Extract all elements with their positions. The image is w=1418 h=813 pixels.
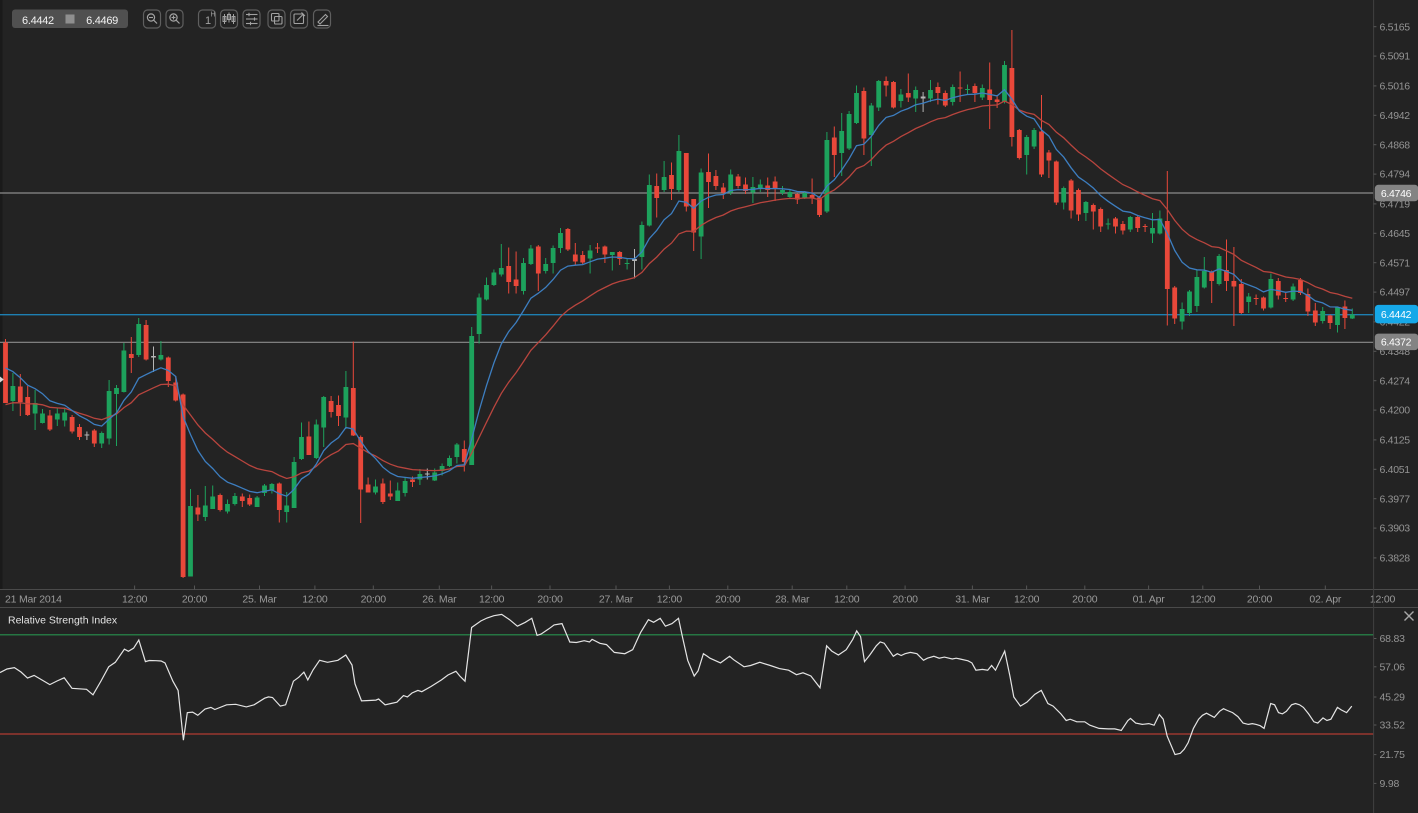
svg-text:12:00: 12:00 (1190, 594, 1216, 606)
svg-text:6.4469: 6.4469 (86, 15, 118, 27)
svg-text:45.29: 45.29 (1380, 692, 1406, 704)
svg-text:6.4442: 6.4442 (22, 15, 54, 27)
svg-text:6.4868: 6.4868 (1380, 139, 1411, 151)
svg-text:20:00: 20:00 (1247, 594, 1273, 606)
svg-text:6.4645: 6.4645 (1380, 228, 1411, 240)
svg-text:21.75: 21.75 (1380, 749, 1406, 761)
svg-text:6.5016: 6.5016 (1380, 81, 1411, 93)
svg-text:28. Mar: 28. Mar (775, 594, 810, 606)
svg-text:6.4442: 6.4442 (1381, 309, 1412, 321)
svg-text:1: 1 (205, 15, 211, 27)
svg-text:12:00: 12:00 (657, 594, 683, 606)
svg-text:6.4794: 6.4794 (1380, 169, 1411, 181)
svg-text:6.4746: 6.4746 (1381, 188, 1412, 200)
svg-text:6.4497: 6.4497 (1380, 287, 1411, 299)
svg-text:20:00: 20:00 (715, 594, 741, 606)
svg-text:20:00: 20:00 (361, 594, 387, 606)
svg-text:6.4051: 6.4051 (1380, 464, 1411, 476)
svg-text:25. Mar: 25. Mar (242, 594, 277, 606)
svg-text:12:00: 12:00 (479, 594, 505, 606)
svg-text:6.4571: 6.4571 (1380, 257, 1411, 269)
svg-text:6.4942: 6.4942 (1380, 110, 1411, 122)
svg-text:6.4372: 6.4372 (1381, 337, 1412, 349)
svg-text:6.3977: 6.3977 (1380, 493, 1411, 505)
svg-text:31. Mar: 31. Mar (955, 594, 990, 606)
svg-text:26. Mar: 26. Mar (422, 594, 457, 606)
svg-text:20:00: 20:00 (537, 594, 563, 606)
svg-text:12:00: 12:00 (1370, 594, 1396, 606)
svg-text:6.4125: 6.4125 (1380, 435, 1411, 447)
svg-text:20:00: 20:00 (182, 594, 208, 606)
svg-text:20:00: 20:00 (892, 594, 918, 606)
svg-text:6.4274: 6.4274 (1380, 375, 1411, 387)
svg-text:20:00: 20:00 (1072, 594, 1098, 606)
svg-text:68.83: 68.83 (1380, 633, 1406, 645)
svg-text:6.5091: 6.5091 (1380, 51, 1411, 63)
svg-text:6.4719: 6.4719 (1380, 199, 1411, 211)
svg-text:6.3903: 6.3903 (1380, 523, 1411, 535)
svg-text:6.4200: 6.4200 (1380, 405, 1411, 417)
svg-text:Relative Strength Index: Relative Strength Index (8, 615, 118, 627)
svg-text:12:00: 12:00 (302, 594, 328, 606)
svg-text:21 Mar 2014: 21 Mar 2014 (5, 594, 62, 606)
svg-text:H: H (211, 12, 216, 19)
svg-text:9.98: 9.98 (1380, 778, 1400, 790)
svg-text:33.52: 33.52 (1380, 720, 1406, 732)
svg-text:02. Apr: 02. Apr (1309, 594, 1342, 606)
svg-text:27. Mar: 27. Mar (599, 594, 634, 606)
svg-text:57.06: 57.06 (1380, 661, 1406, 673)
svg-text:6.5165: 6.5165 (1380, 21, 1411, 33)
svg-text:12:00: 12:00 (122, 594, 148, 606)
svg-text:01. Apr: 01. Apr (1133, 594, 1166, 606)
svg-text:12:00: 12:00 (834, 594, 860, 606)
svg-text:12:00: 12:00 (1014, 594, 1040, 606)
svg-text:6.3828: 6.3828 (1380, 553, 1411, 565)
